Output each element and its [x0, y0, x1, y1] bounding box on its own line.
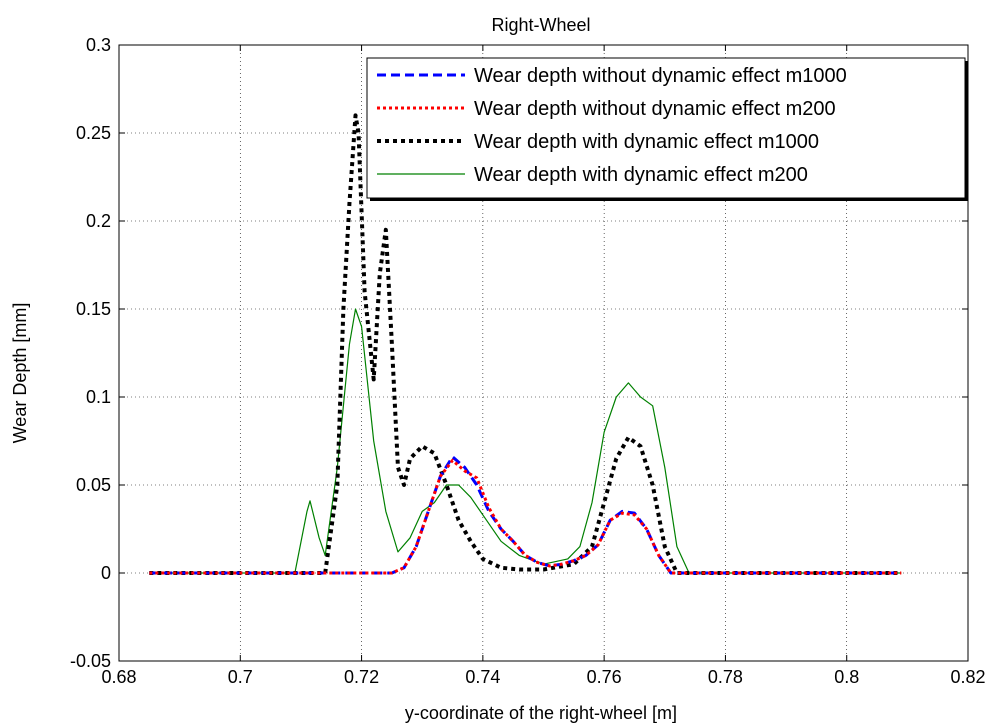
chart-title: Right-Wheel — [491, 15, 590, 35]
x-tick-label: 0.8 — [834, 667, 859, 687]
x-tick-label: 0.76 — [587, 667, 622, 687]
y-axis-label: Wear Depth [mm] — [10, 303, 30, 444]
x-tick-label: 0.72 — [344, 667, 379, 687]
plot-frame — [118, 44, 969, 662]
series-layer — [149, 113, 902, 575]
series-line-4 — [149, 308, 902, 574]
x-tick-label: 0.82 — [950, 667, 985, 687]
legend-label: Wear depth without dynamic effect m1000 — [474, 65, 847, 87]
legend-label: Wear depth without dynamic effect m200 — [474, 98, 836, 120]
y-tick-label: 0.25 — [76, 123, 111, 143]
axis-ticks: 0.68 0.7 0.72 0.74 0.76 0.78 0.8 0.82 -0.05 0 0.05… — [70, 35, 986, 687]
legend: Wear depth without dynamic effect m1000 W… — [366, 57, 968, 201]
x-tick-label: 0.68 — [101, 667, 136, 687]
grid — [119, 45, 968, 661]
legend-label: Wear depth with dynamic effect m200 — [474, 164, 808, 186]
y-tick-label: 0.05 — [76, 475, 111, 495]
y-tick-label: 0.15 — [76, 299, 111, 319]
y-tick-label: 0.1 — [86, 387, 111, 407]
series-line-3 — [149, 113, 902, 575]
legend-label: Wear depth with dynamic effect m1000 — [474, 131, 819, 153]
y-tick-label: 0.3 — [86, 35, 111, 55]
y-tick-label: 0 — [101, 563, 111, 583]
y-tick-label: -0.05 — [70, 651, 111, 671]
y-tick-label: 0.2 — [86, 211, 111, 231]
series-line-2 — [149, 458, 902, 575]
legend-box — [366, 57, 966, 199]
x-axis-label: y-coordinate of the right-wheel [m] — [405, 703, 677, 723]
x-tick-label: 0.78 — [708, 667, 743, 687]
x-tick-label: 0.74 — [465, 667, 500, 687]
x-tick-label: 0.7 — [228, 667, 253, 687]
